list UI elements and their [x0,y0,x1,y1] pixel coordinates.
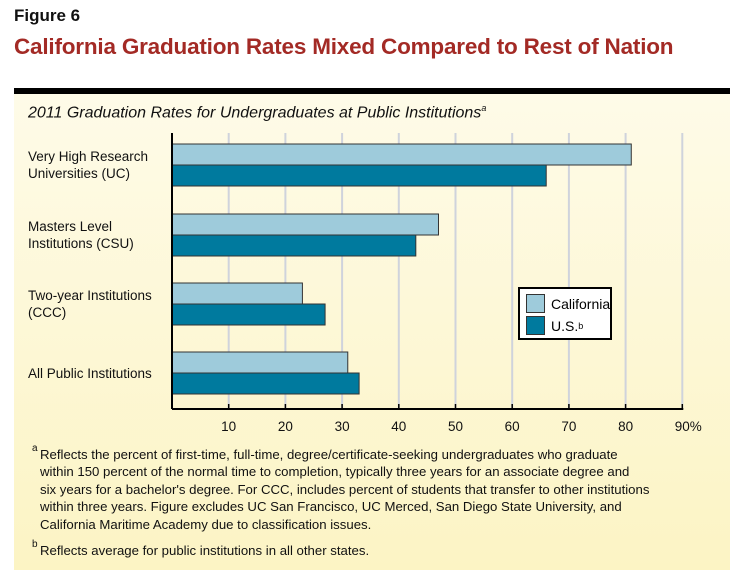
x-tick-label: 30 [335,419,350,434]
legend: California U.S. b [518,287,612,340]
legend-label-us: U.S. [551,317,579,334]
bar-us [171,234,417,257]
x-tick-label: 10 [221,419,236,434]
x-tick-label: 40 [391,419,406,434]
x-tick-label: 60 [505,419,520,434]
bar-california [171,213,439,236]
figure-label: Figure 6 [14,6,81,25]
subtitle-text: 2011 Graduation Rates for Undergraduates… [28,104,482,122]
category-label-line: Very High Research [28,149,149,164]
bar-us [171,372,360,395]
legend-label-california: California [551,295,611,312]
x-tick-label: 20 [278,419,293,434]
category-label-line: (CCC) [28,305,67,320]
footnote-line: within three years. Figure excludes UC S… [40,499,622,515]
footnote-line: within 150 percent of the normal time to… [40,464,630,480]
bar-california [171,351,349,374]
category-label: Very High Research Universities (UC) [28,148,148,182]
x-tick-label: 80 [618,419,633,434]
footnote-a: a Reflects the percent of first-time, ful… [32,443,720,533]
bar-california [171,282,303,305]
legend-swatch-us [526,316,545,335]
chart-title: California Graduation Rates Mixed Compar… [14,34,674,59]
subtitle-note: a [481,103,487,113]
footnote-line: California Maritime Academy due to class… [40,516,372,532]
footnote-line: Reflects the percent of first-time, full… [40,447,618,462]
category-label: Masters Level Institutions (CSU) [28,218,134,252]
footnote-mark: a [32,443,38,454]
legend-item-california: California [526,294,610,313]
category-label-line: Masters Level [28,219,113,234]
category-label: All Public Institutions [28,365,152,382]
bar-us [171,164,547,187]
x-tick-label: 70 [561,419,576,434]
legend-swatch-california [526,294,545,313]
category-label: Two-year Institutions (CCC) [28,287,152,321]
legend-note-us: b [578,320,584,331]
bar-us [171,303,326,326]
footnote-line: six years for a bachelor's degree. For C… [40,481,650,497]
title-rule [14,88,730,94]
category-label-line: All Public Institutions [28,365,152,381]
x-tick-label: 90% [675,419,702,434]
category-label-line: Universities (UC) [28,166,131,181]
bar-california [171,143,632,166]
legend-item-us: U.S. b [526,316,583,335]
category-label-line: Institutions (CSU) [28,236,134,251]
category-label-line: Two-year Institutions [28,288,152,303]
footnote-mark: b [32,539,38,550]
footnote-b: b Reflects average for public institution… [32,539,720,559]
x-tick-label: 50 [448,419,463,434]
footnote-line: Reflects average for public institutions… [40,543,370,558]
chart-subtitle: 2011 Graduation Rates for Undergraduates… [28,103,486,122]
